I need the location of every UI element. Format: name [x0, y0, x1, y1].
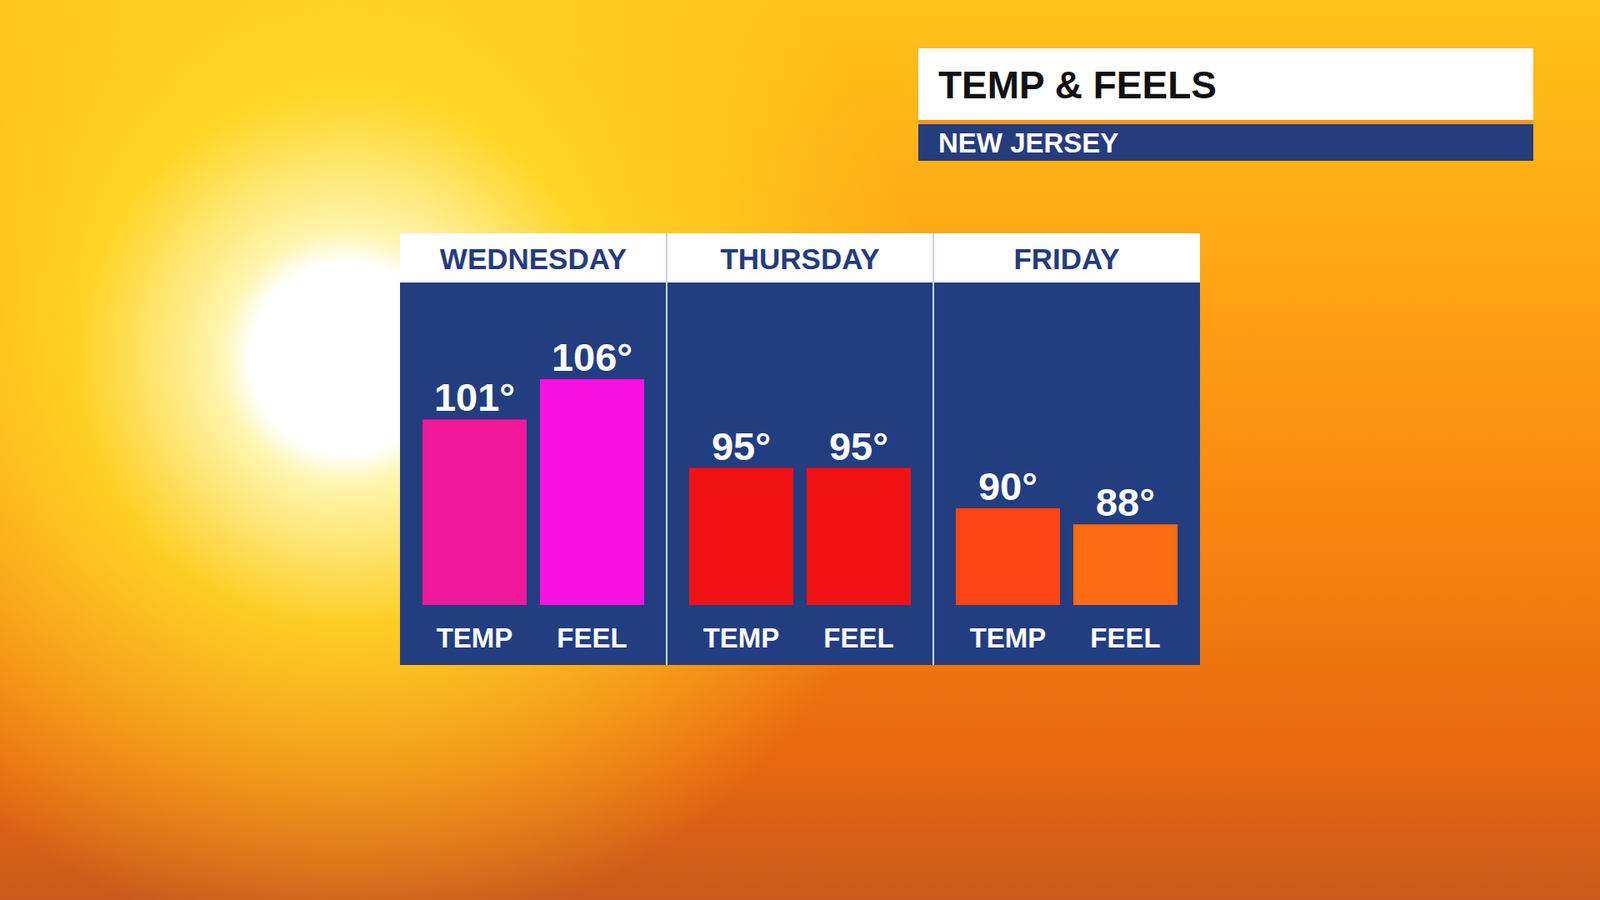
subtitle-band — [918, 124, 1534, 161]
data-label: 88° — [1095, 480, 1155, 525]
divider — [932, 233, 935, 665]
bar — [540, 379, 645, 605]
series-label: TEMP — [436, 622, 514, 654]
series-label: TEMP — [703, 622, 780, 654]
series-label: FEEL — [1090, 622, 1160, 654]
series-label: FEEL — [556, 622, 627, 654]
panel — [400, 282, 1200, 665]
data-label: 95° — [829, 424, 889, 469]
bar — [1073, 524, 1178, 605]
data-label: 101° — [434, 375, 515, 420]
data-label: 90° — [978, 464, 1038, 509]
bar — [955, 508, 1060, 605]
category-label: THURSDAY — [720, 242, 880, 275]
series-label: TEMP — [970, 622, 1047, 654]
chart: TEMP & FEELS NEW JERSEY WEDNESDAY 101° TEMP 1… — [0, 0, 1600, 900]
data-label: 106° — [551, 335, 633, 380]
header-band — [400, 233, 1200, 283]
bar — [422, 419, 527, 605]
title: TEMP & FEELS — [938, 63, 1217, 107]
category-label: WEDNESDAY — [440, 242, 627, 275]
labels: WEDNESDAY 101° TEMP 106° FEEL THURSDAY 95° TEMP… — [434, 242, 1161, 654]
divider — [665, 233, 668, 665]
subtitle: NEW JERSEY — [938, 127, 1119, 159]
bars — [422, 379, 1178, 605]
title-box — [918, 48, 1534, 120]
series-label: FEEL — [823, 622, 894, 654]
bar — [689, 468, 794, 605]
bar — [806, 468, 911, 605]
category-label: FRIDAY — [1013, 242, 1120, 275]
title-rule — [918, 120, 1534, 125]
data-label: 95° — [711, 424, 771, 469]
